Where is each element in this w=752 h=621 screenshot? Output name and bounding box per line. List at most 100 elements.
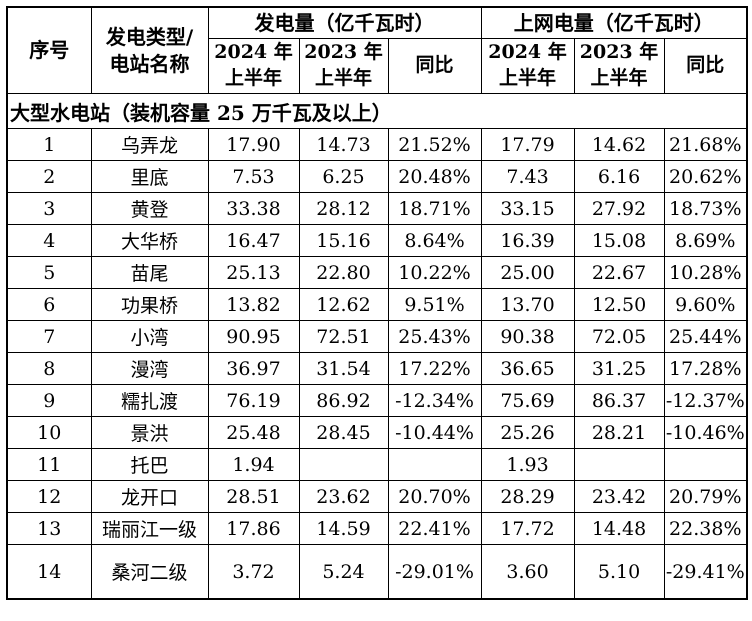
gen-2023-cell: 86.92 [298,384,389,417]
station-name-cell: 糯扎渡 [90,384,209,417]
row-no-cell: 1 [6,128,92,161]
grid-2023-cell: 12.50 [573,288,665,321]
header-seq: 序号 [6,6,92,94]
gen-2023-cell: 14.59 [298,512,389,545]
table-body: 大型水电站（装机容量 25 万千瓦及以上） 1 乌弄龙 17.90 14.73 … [6,93,748,600]
grid-yoy-cell: 20.79% [663,480,748,513]
row-no-cell: 7 [6,320,92,353]
table-row: 2 里底 7.53 6.25 20.48% 7.43 6.16 20.62% [6,160,748,193]
table-row: 9 糯扎渡 76.19 86.92 -12.34% 75.69 86.37 -1… [6,384,748,417]
gen-2024-cell: 13.82 [207,288,300,321]
station-name-cell: 功果桥 [90,288,209,321]
station-name-cell: 瑞丽江一级 [90,512,209,545]
grid-yoy-cell: 17.28% [663,352,748,385]
grid-yoy-cell: 21.68% [663,128,748,161]
row-no-cell: 9 [6,384,92,417]
row-no-cell: 10 [6,416,92,449]
grid-2023-cell: 14.62 [573,128,665,161]
gen-2024-cell: 17.90 [207,128,300,161]
grid-2024-cell: 7.43 [480,160,575,193]
table-row: 11 托巴 1.94 1.93 [6,448,748,481]
gen-yoy-cell: -12.34% [387,384,482,417]
row-no-cell: 14 [6,544,92,600]
station-name-cell: 桑河二级 [90,544,209,600]
grid-2024-cell: 17.79 [480,128,575,161]
table-row: 14 桑河二级 3.72 5.24 -29.01% 3.60 5.10 -29.… [6,544,748,600]
hydropower-table: 序号 发电类型/ 电站名称 发电量（亿千瓦时） 上网电量（亿千瓦时） 2024 … [6,6,749,600]
station-name-cell: 黄登 [90,192,209,225]
header-ongrid-group: 上网电量（亿千瓦时） [480,6,748,39]
grid-yoy-cell: -10.46% [663,416,748,449]
station-name-cell: 里底 [90,160,209,193]
row-no-cell: 12 [6,480,92,513]
table-row: 1 乌弄龙 17.90 14.73 21.52% 17.79 14.62 21.… [6,128,748,161]
gen-2023-cell: 14.73 [298,128,389,161]
gen-yoy-cell: 20.70% [387,480,482,513]
station-name-cell: 龙开口 [90,480,209,513]
gen-2023-cell: 28.12 [298,192,389,225]
gen-2024-cell: 25.13 [207,256,300,289]
gen-2024-cell: 17.86 [207,512,300,545]
gen-2024-cell: 76.19 [207,384,300,417]
row-no-cell: 13 [6,512,92,545]
header-generation-group: 发电量（亿千瓦时） [207,6,482,39]
row-no-cell: 2 [6,160,92,193]
grid-2023-cell: 23.42 [573,480,665,513]
table-header: 序号 发电类型/ 电站名称 发电量（亿千瓦时） 上网电量（亿千瓦时） 2024 … [6,6,748,94]
grid-2024-cell: 28.29 [480,480,575,513]
grid-yoy-cell: 22.38% [663,512,748,545]
grid-2023-cell: 15.08 [573,224,665,257]
gen-2024-cell: 25.48 [207,416,300,449]
grid-yoy-cell [663,448,748,481]
table-row: 12 龙开口 28.51 23.62 20.70% 28.29 23.42 20… [6,480,748,513]
grid-2023-cell: 86.37 [573,384,665,417]
gen-2023-cell: 72.51 [298,320,389,353]
station-name-cell: 小湾 [90,320,209,353]
grid-yoy-cell: 10.28% [663,256,748,289]
gen-yoy-cell: -29.01% [387,544,482,600]
gen-yoy-cell [387,448,482,481]
header-gen-yoy: 同比 [387,38,482,94]
row-no-cell: 3 [6,192,92,225]
grid-yoy-cell: 25.44% [663,320,748,353]
grid-2024-cell: 17.72 [480,512,575,545]
gen-2024-cell: 16.47 [207,224,300,257]
grid-yoy-cell: 20.62% [663,160,748,193]
grid-2024-cell: 75.69 [480,384,575,417]
gen-2024-cell: 33.38 [207,192,300,225]
row-no-cell: 8 [6,352,92,385]
grid-2023-cell: 28.21 [573,416,665,449]
grid-2024-cell: 33.15 [480,192,575,225]
grid-2023-cell: 6.16 [573,160,665,193]
gen-yoy-cell: 10.22% [387,256,482,289]
grid-2024-cell: 13.70 [480,288,575,321]
gen-2024-cell: 3.72 [207,544,300,600]
grid-2023-cell: 31.25 [573,352,665,385]
station-name-cell: 漫湾 [90,352,209,385]
gen-yoy-cell: -10.44% [387,416,482,449]
table-row: 6 功果桥 13.82 12.62 9.51% 13.70 12.50 9.60… [6,288,748,321]
gen-yoy-cell: 20.48% [387,160,482,193]
grid-yoy-cell: 8.69% [663,224,748,257]
gen-yoy-cell: 8.64% [387,224,482,257]
row-no-cell: 4 [6,224,92,257]
table-row: 4 大华桥 16.47 15.16 8.64% 16.39 15.08 8.69… [6,224,748,257]
gen-2024-cell: 36.97 [207,352,300,385]
gen-2023-cell: 6.25 [298,160,389,193]
gen-yoy-cell: 21.52% [387,128,482,161]
gen-2024-cell: 90.95 [207,320,300,353]
grid-2024-cell: 25.00 [480,256,575,289]
grid-2023-cell: 14.48 [573,512,665,545]
grid-2023-cell [573,448,665,481]
table-row: 5 苗尾 25.13 22.80 10.22% 25.00 22.67 10.2… [6,256,748,289]
gen-2023-cell: 31.54 [298,352,389,385]
grid-2023-cell: 5.10 [573,544,665,600]
grid-2024-cell: 1.93 [480,448,575,481]
station-name-cell: 托巴 [90,448,209,481]
header-station-name: 发电类型/ 电站名称 [90,6,209,94]
gen-2023-cell: 23.62 [298,480,389,513]
gen-yoy-cell: 17.22% [387,352,482,385]
gen-yoy-cell: 18.71% [387,192,482,225]
grid-2024-cell: 25.26 [480,416,575,449]
grid-yoy-cell: -29.41% [663,544,748,600]
